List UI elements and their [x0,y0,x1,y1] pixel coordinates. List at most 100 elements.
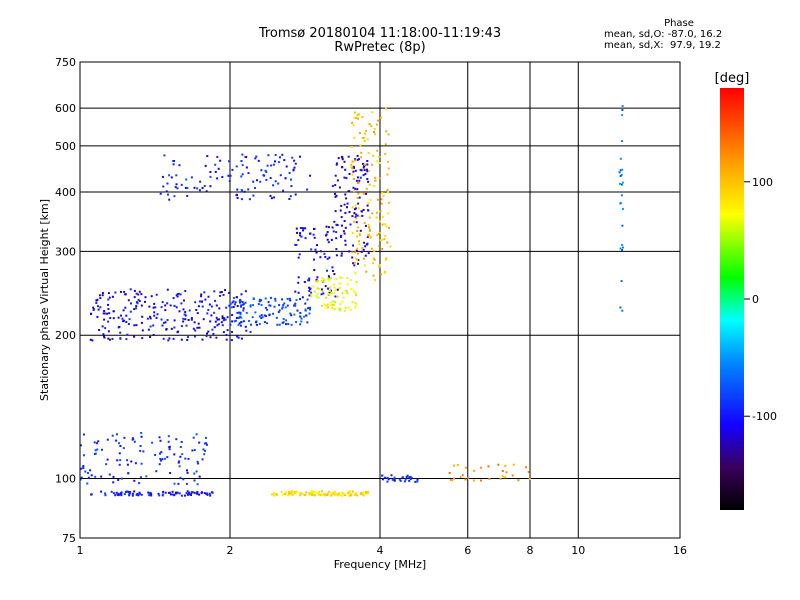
data-point [241,301,244,304]
data-point [228,291,231,294]
data-point [260,314,263,317]
data-point [331,226,334,229]
data-point [188,309,191,312]
data-point [375,123,378,126]
data-point [218,307,221,310]
data-point [331,185,334,188]
data-point [621,105,624,107]
data-point [409,476,412,478]
data-point [290,491,293,494]
data-point [119,459,122,462]
data-point [327,287,330,290]
data-point [96,298,99,301]
data-point [187,319,190,321]
data-point [621,114,624,117]
data-point [175,294,178,297]
data-point [330,289,332,292]
data-point [129,310,132,313]
data-point [234,319,237,322]
data-point [353,494,356,496]
data-point [387,167,390,170]
data-point [209,320,212,323]
data-point [344,168,347,171]
x-tick-labels: 1 2 4 6 8 10 16 [77,544,688,557]
data-point [365,270,368,273]
data-point [330,491,333,494]
data-point [216,318,219,321]
data-point [240,293,243,296]
data-point [276,323,279,326]
data-point [211,491,213,494]
data-point [196,491,199,493]
data-point [393,479,396,482]
data-point [348,173,351,175]
data-point [473,469,476,472]
data-point [333,283,336,286]
data-point [303,281,306,283]
data-point [235,165,238,168]
data-point [127,323,130,325]
data-point [135,305,138,308]
data-point [159,452,161,455]
data-point [241,303,244,306]
data-point [218,318,221,321]
data-point [263,314,266,317]
data-point [353,208,356,211]
data-point [326,492,329,495]
data-point [367,233,370,236]
data-point [242,309,245,312]
data-point [619,175,622,177]
data-point [380,116,382,119]
data-point [356,154,359,157]
y-tick-label: 750 [55,56,76,69]
data-point [339,209,342,212]
data-point [194,301,197,304]
data-point [168,337,171,340]
data-point [206,332,208,335]
data-point [359,132,361,134]
data-point [118,442,120,445]
data-point [364,224,367,227]
data-point [149,325,152,328]
data-point [147,491,150,494]
data-point [207,295,210,298]
data-point [138,482,141,485]
data-point [324,494,327,497]
data-point [267,154,270,157]
data-point [220,291,223,293]
data-point [525,466,528,469]
data-point [369,198,372,201]
data-point [254,157,257,160]
data-point [366,170,369,173]
data-point [162,321,165,324]
data-point [84,470,87,473]
data-point [333,490,336,493]
data-point [96,315,99,318]
data-point [139,476,142,479]
data-point [363,137,366,139]
data-point [308,493,311,496]
data-point [299,494,302,497]
data-point [190,317,193,319]
data-point [226,316,229,319]
data-point [169,472,172,474]
data-point [338,307,341,310]
data-point [341,300,344,303]
data-point [364,173,367,175]
data-point [198,300,201,303]
data-point [182,478,185,481]
data-point [308,294,311,297]
data-point [370,125,373,127]
data-point [284,306,287,309]
data-point [270,164,273,167]
data-point [107,292,110,295]
data-point [620,173,623,176]
data-point [145,475,148,478]
data-point [287,492,290,495]
data-point [230,339,233,342]
data-point [138,290,141,293]
data-point [149,336,152,338]
data-point [162,175,164,178]
data-point [235,317,238,319]
data-point [341,292,344,295]
